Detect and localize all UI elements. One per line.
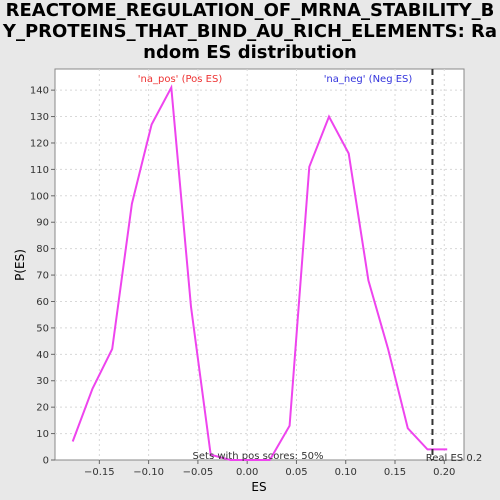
y-axis-label: P(ES) — [13, 249, 27, 281]
x-tick-label: −0.05 — [183, 467, 214, 478]
y-tick-label: 70 — [36, 271, 49, 282]
x-axis-ticks: −0.15 −0.10 −0.05 0.00 0.05 0.10 0.15 0.20 — [84, 460, 455, 478]
y-tick-label: 50 — [36, 323, 49, 334]
y-tick-label: 20 — [36, 403, 49, 414]
real-es-label: Real ES 0.2 — [426, 453, 482, 464]
y-tick-label: 80 — [36, 244, 49, 255]
sets-with-pos-label: Sets with pos scores: 50% — [193, 451, 324, 462]
y-tick-label: 10 — [36, 429, 49, 440]
y-tick-label: 60 — [36, 297, 49, 308]
x-axis-label: ES — [251, 480, 266, 494]
y-tick-label: 130 — [30, 112, 49, 123]
x-tick-label: −0.10 — [133, 467, 164, 478]
neg-es-label: 'na_neg' (Neg ES) — [324, 74, 413, 85]
y-tick-label: 100 — [30, 191, 49, 202]
x-tick-label: 0.10 — [335, 467, 357, 478]
x-tick-label: 0.00 — [236, 467, 258, 478]
y-axis-ticks: 0 10 20 30 40 50 60 70 80 90 100 110 120 130 140 — [30, 86, 55, 467]
x-tick-label: 0.15 — [384, 467, 406, 478]
y-tick-label: 0 — [43, 456, 49, 467]
pos-es-label: 'na_pos' (Pos ES) — [138, 74, 223, 85]
y-tick-label: 140 — [30, 86, 49, 97]
x-tick-label: 0.05 — [285, 467, 307, 478]
plot-area — [55, 69, 464, 460]
y-tick-label: 30 — [36, 376, 49, 387]
y-tick-label: 120 — [30, 138, 49, 149]
y-tick-label: 90 — [36, 218, 49, 229]
y-tick-label: 110 — [30, 165, 49, 176]
x-tick-label: −0.15 — [84, 467, 115, 478]
y-tick-label: 40 — [36, 350, 49, 361]
x-tick-label: 0.20 — [433, 467, 455, 478]
